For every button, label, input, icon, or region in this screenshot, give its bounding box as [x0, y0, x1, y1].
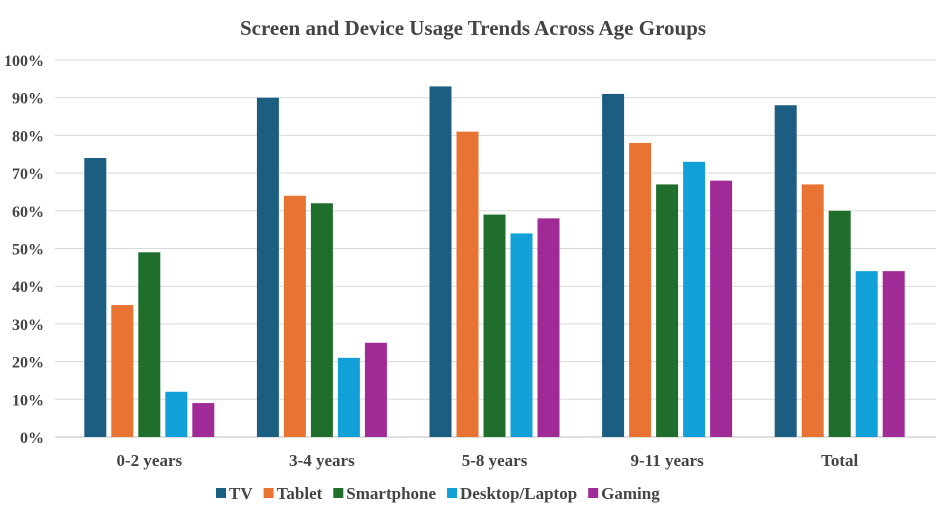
legend-label: Smartphone [346, 484, 436, 503]
x-tick-label: 5-8 years [462, 451, 528, 470]
y-tick-label: 70% [12, 166, 44, 183]
bar-gaming-total [882, 271, 905, 437]
legend: TV Tablet Smartphone Desktop/Laptop Gaming [216, 484, 660, 503]
y-tick-label: 80% [12, 128, 44, 145]
bar-smartphone-3-4-years [310, 203, 333, 437]
legend-swatch [588, 488, 599, 498]
bar-desktop-laptop-9-11-years [683, 161, 706, 438]
x-tick-label: 9-11 years [631, 451, 705, 470]
legend-label: TV [229, 484, 253, 503]
y-tick-label: 0% [20, 430, 44, 447]
y-tick-label: 90% [12, 91, 44, 108]
legend-swatch [447, 488, 458, 498]
bar-tv-5-8-years [429, 86, 452, 437]
bar-tablet-3-4-years [283, 195, 306, 437]
bar-desktop-laptop-3-4-years [337, 357, 360, 437]
y-axis-ticks: 0% 10% 20% 30% 40% 50% 60% 70% 80% 90% 100% [4, 53, 44, 447]
y-tick-label: 100% [4, 53, 44, 70]
bars [84, 86, 905, 438]
bar-smartphone-0-2-years [138, 252, 161, 437]
bar-tv-total [774, 105, 797, 438]
y-tick-label: 50% [12, 242, 44, 259]
y-tick-label: 60% [12, 204, 44, 221]
legend-label: Tablet [277, 484, 323, 503]
y-tick-label: 30% [12, 317, 44, 334]
bar-gaming-0-2-years [192, 403, 215, 437]
bar-smartphone-total [828, 210, 851, 437]
bar-desktop-laptop-total [855, 271, 878, 437]
bar-gaming-5-8-years [537, 218, 560, 437]
y-tick-label: 10% [12, 392, 44, 409]
bar-tv-0-2-years [84, 158, 107, 437]
bar-tablet-5-8-years [456, 131, 479, 437]
x-tick-label: 0-2 years [116, 451, 182, 470]
bar-tv-9-11-years [602, 93, 625, 438]
bar-desktop-laptop-0-2-years [165, 391, 188, 437]
y-tick-label: 40% [12, 279, 44, 296]
bar-tablet-0-2-years [111, 305, 134, 437]
bar-gaming-9-11-years [710, 180, 733, 437]
legend-label: Desktop/Laptop [460, 484, 577, 503]
legend-label: Gaming [601, 484, 660, 503]
bar-smartphone-9-11-years [656, 184, 679, 437]
x-tick-label: 3-4 years [289, 451, 355, 470]
y-tick-label: 20% [12, 355, 44, 372]
chart-title: Screen and Device Usage Trends Across Ag… [240, 16, 706, 40]
legend-swatch [333, 488, 344, 498]
legend-swatch [216, 488, 226, 498]
x-tick-label: Total [821, 451, 858, 470]
bar-gaming-3-4-years [364, 342, 387, 437]
legend-swatch [263, 488, 274, 498]
bar-tablet-total [801, 184, 824, 437]
bar-smartphone-5-8-years [483, 214, 506, 437]
bar-tablet-9-11-years [629, 142, 652, 437]
bar-desktop-laptop-5-8-years [510, 233, 533, 437]
bar-tv-3-4-years [256, 97, 279, 437]
x-axis-ticks: 0-2 years 3-4 years 5-8 years 9-11 years Tot… [116, 451, 858, 470]
